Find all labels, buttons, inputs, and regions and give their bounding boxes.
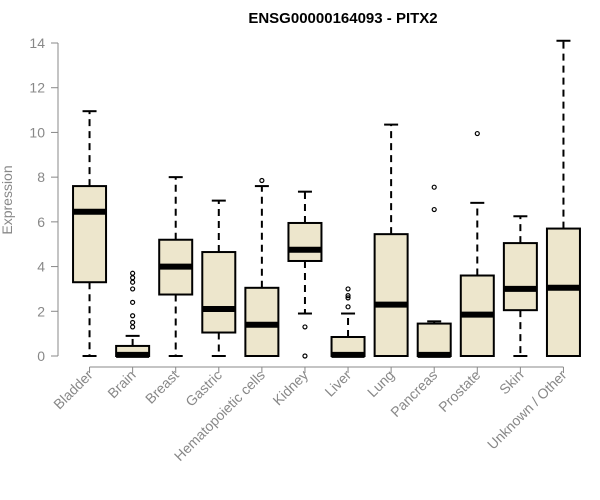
y-axis: 0 2 4 6 8 10 12 14 (29, 35, 59, 364)
outlier-point (130, 279, 136, 285)
box-body (287, 221, 323, 262)
outlier-point (130, 275, 136, 281)
box-kidney (287, 190, 323, 359)
outlier-point (345, 295, 351, 301)
box-bladder (72, 110, 108, 357)
y-tick-label: 4 (37, 259, 45, 275)
y-tick-label: 2 (37, 303, 45, 319)
outlier-point (302, 324, 308, 330)
box-breast (158, 176, 194, 357)
y-axis-label: Expression (0, 165, 15, 234)
outlier-point (130, 319, 136, 326)
x-tick-label: Breast (142, 367, 182, 407)
boxes-group (72, 39, 581, 359)
x-tick-label: Liver (321, 367, 354, 400)
box-lung (373, 123, 409, 357)
box-body (373, 233, 409, 357)
outlier-point (345, 304, 351, 310)
x-tick-label: Gastric (182, 367, 225, 410)
box-body (201, 251, 237, 334)
y-tick-label: 10 (29, 124, 45, 140)
outlier-point (130, 299, 136, 305)
outlier-point (130, 270, 136, 276)
x-tick-label: Pancreas (387, 367, 440, 420)
outlier-point (474, 130, 480, 137)
outlier-point (345, 293, 351, 299)
outlier-point (345, 286, 351, 292)
x-tick-label: Brain (104, 367, 138, 401)
outlier-point (259, 177, 265, 184)
outlier-point (431, 184, 437, 190)
y-tick-label: 0 (37, 348, 45, 364)
x-tick-label: Kidney (269, 367, 311, 409)
outlier-point (130, 324, 136, 330)
box-prostate (459, 130, 495, 357)
y-tick-label: 6 (37, 214, 45, 230)
box-gastric (201, 199, 237, 357)
outlier-point (130, 313, 136, 319)
x-tick-label: Bladder (50, 367, 96, 413)
y-tick-label: 8 (37, 169, 45, 185)
box-body (72, 185, 108, 284)
y-tick-label: 14 (29, 35, 45, 51)
box-body (502, 242, 538, 312)
chart-title: ENSG00000164093 - PITX2 (248, 10, 437, 27)
x-tick-label: Unknown / Other (484, 367, 570, 453)
y-tick-label: 12 (29, 80, 45, 96)
box-hematopoietic-cells (244, 177, 280, 357)
outlier-point (302, 353, 308, 359)
x-tick-label: Lung (364, 367, 397, 400)
outlier-point (130, 286, 136, 292)
box-body (416, 322, 452, 358)
x-tick-label: Prostate (435, 367, 483, 415)
box-pancreas (416, 184, 452, 358)
outlier-point (431, 206, 437, 213)
box-skin (502, 215, 538, 357)
x-tick-label: Skin (496, 367, 527, 398)
box-liver (330, 286, 366, 358)
box-body (545, 227, 581, 357)
box-unknown-other (545, 39, 581, 357)
box-brain (115, 270, 151, 358)
